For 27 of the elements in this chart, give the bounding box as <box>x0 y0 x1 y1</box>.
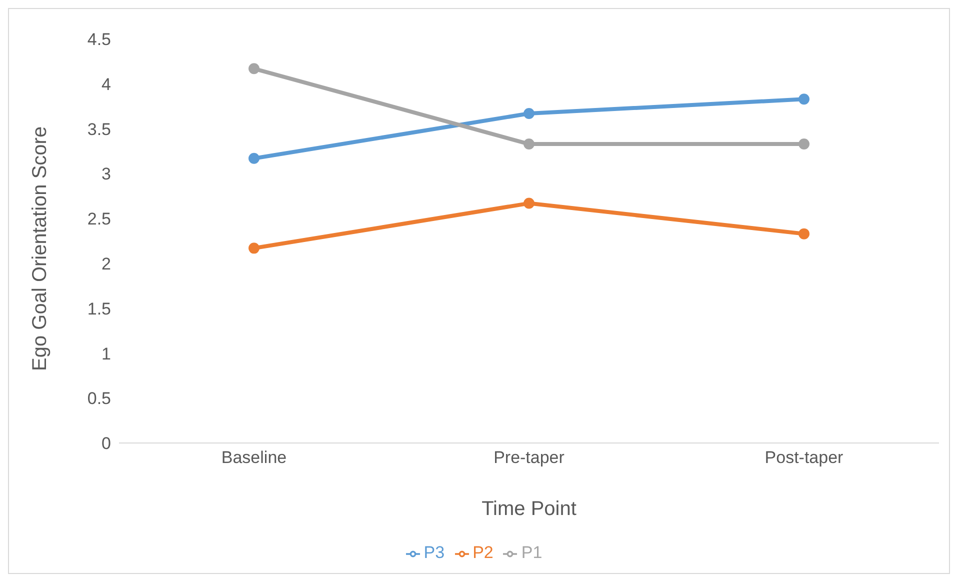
legend-label: P2 <box>472 543 494 562</box>
y-tick-label: 1 <box>102 344 111 364</box>
point <box>798 138 810 150</box>
point <box>524 198 534 209</box>
y-tick-label: 2.5 <box>87 210 111 229</box>
x-tick-label: Baseline <box>221 448 287 468</box>
y-tick-label: 2 <box>102 254 111 274</box>
legend-label: P1 <box>521 543 542 562</box>
y-tick-label: 0.5 <box>87 389 111 408</box>
x-axis-title: Time Point <box>482 498 577 520</box>
x-tick-label: Post-taper <box>764 448 844 468</box>
point <box>798 94 810 105</box>
y-tick-label: 0 <box>102 434 111 454</box>
y-tick-label: 4 <box>102 74 111 94</box>
point <box>524 138 534 150</box>
point <box>248 242 260 254</box>
legend-label: P3 <box>424 543 445 562</box>
y-tick-label: 1.5 <box>87 299 111 318</box>
point <box>248 63 260 74</box>
point <box>798 228 810 240</box>
y-tick-label: 4.5 <box>87 30 111 50</box>
point <box>524 108 534 120</box>
x-tick-label: Pre-taper <box>494 448 565 468</box>
y-axis-title: Ego Goal Orientation Score <box>29 126 52 371</box>
point <box>248 152 260 164</box>
y-tick-label: 3 <box>102 164 111 184</box>
y-tick-label: 3.5 <box>87 120 111 139</box>
